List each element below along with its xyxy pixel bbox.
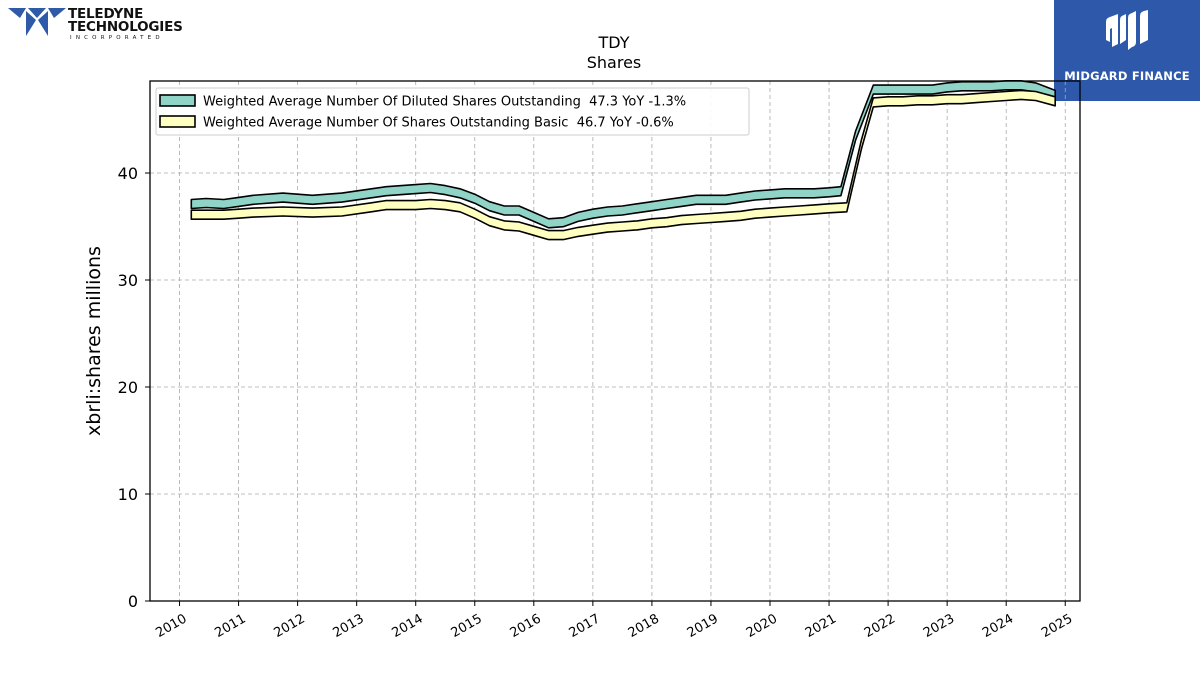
legend-label-diluted: Weighted Average Number Of Diluted Share… bbox=[203, 95, 686, 110]
x-tick-label: 2010 bbox=[153, 611, 189, 641]
y-axis-label: xbrli:shares millions bbox=[83, 246, 105, 436]
chart-title: TDY bbox=[598, 33, 630, 52]
midgard-emblem-icon bbox=[1106, 10, 1148, 50]
legend-box bbox=[155, 87, 750, 136]
teledyne-emblem-icon bbox=[8, 8, 66, 36]
chart-subtitle: Shares bbox=[587, 53, 642, 72]
x-tick-label: 2021 bbox=[803, 611, 839, 641]
logo-text-line3: INCORPORATED bbox=[70, 35, 164, 41]
x-tick-label: 2013 bbox=[331, 611, 367, 641]
x-tick-label: 2024 bbox=[980, 611, 1016, 641]
x-tick-label: 2016 bbox=[508, 611, 544, 641]
x-tick-label: 2025 bbox=[1039, 611, 1075, 641]
legend-swatch-basic bbox=[159, 115, 196, 128]
legend: Weighted Average Number Of Diluted Share… bbox=[155, 87, 750, 136]
y-tick-label: 30 bbox=[118, 271, 138, 290]
y-tick-label: 40 bbox=[118, 164, 138, 183]
grid-lines bbox=[150, 81, 1080, 601]
teledyne-logo: TELEDYNE TECHNOLOGIES INCORPORATED bbox=[6, 4, 186, 44]
x-tick-label: 2018 bbox=[626, 611, 662, 641]
series-areas bbox=[190, 80, 1056, 241]
midgard-brand-text: MIDGARD FINANCE bbox=[1064, 69, 1190, 83]
y-tick-label: 0 bbox=[128, 592, 138, 611]
y-tick-label: 20 bbox=[118, 378, 138, 397]
midgard-finance-logo: MIDGARD FINANCE bbox=[1054, 0, 1200, 101]
logo-text-line1: TELEDYNE bbox=[68, 6, 144, 22]
series-band-basic bbox=[190, 89, 1056, 241]
x-tick-label: 2023 bbox=[921, 611, 957, 641]
plot-frame bbox=[149, 80, 1081, 602]
x-tick-label: 2012 bbox=[271, 611, 307, 641]
y-axis-ticks: 0 10 20 30 40 bbox=[118, 164, 150, 611]
x-tick-label: 2011 bbox=[212, 611, 248, 641]
x-tick-label: 2019 bbox=[685, 611, 721, 641]
y-tick-label: 10 bbox=[118, 485, 138, 504]
x-tick-label: 2014 bbox=[390, 611, 426, 641]
logo-text-line2: TECHNOLOGIES bbox=[68, 19, 183, 35]
legend-swatch-diluted bbox=[159, 94, 196, 107]
x-tick-label: 2017 bbox=[567, 611, 603, 641]
legend-label-basic: Weighted Average Number Of Shares Outsta… bbox=[203, 116, 674, 131]
x-tick-label: 2020 bbox=[744, 611, 780, 641]
x-tick-label: 2022 bbox=[862, 611, 898, 641]
x-tick-label: 2015 bbox=[449, 611, 485, 641]
x-axis-ticks: 2010 2011 2012 2013 2014 2015 2016 2017 2018 2019… bbox=[153, 601, 1075, 641]
